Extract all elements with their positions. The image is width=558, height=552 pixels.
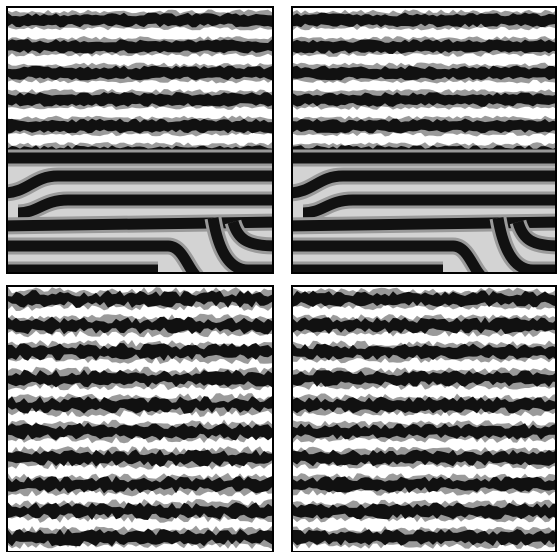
figure [0, 0, 558, 552]
panel-bottom-left [4, 287, 276, 552]
panel-top-left [3, 10, 277, 279]
panel-top-right [288, 10, 558, 279]
stripe [289, 317, 557, 334]
stripe [289, 529, 557, 546]
page: (() => { const NS = 'http://www.w3.org/2… [0, 0, 558, 552]
panel-bottom-right [289, 288, 557, 552]
